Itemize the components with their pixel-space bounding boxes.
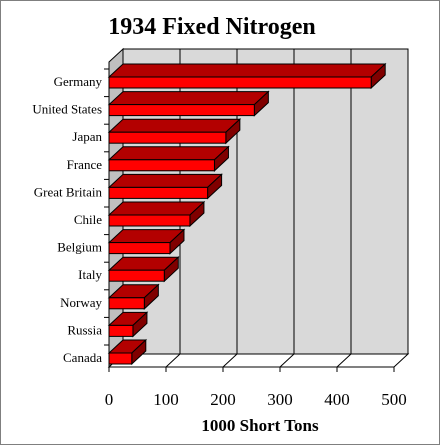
bar-front-face [108, 352, 133, 365]
category-label: Germany [54, 74, 103, 89]
category-labels: Germany United States Japan France Great Bri… [32, 74, 102, 365]
category-label: Russia [67, 322, 102, 337]
x-tick-label: 0 [105, 390, 114, 409]
bar [107, 90, 270, 117]
bar [107, 338, 148, 366]
category-label: France [67, 157, 103, 172]
bar [107, 145, 230, 172]
bar-front-face [108, 269, 165, 282]
category-label: United States [32, 102, 102, 117]
bar-front-face [108, 104, 255, 117]
category-label: Great Britain [34, 184, 103, 199]
bar-front-face [108, 297, 145, 310]
bar [107, 173, 223, 200]
x-tick-label: 200 [210, 390, 236, 409]
category-label: Japan [72, 129, 102, 144]
x-tick-label: 400 [324, 390, 350, 409]
bar [107, 256, 180, 283]
bar-front-face [108, 76, 372, 89]
chart-title: 1934 Fixed Nitrogen [108, 14, 316, 40]
floor [107, 353, 410, 368]
bar-top-face [107, 146, 230, 161]
category-label: Canada [63, 350, 102, 365]
category-label: Norway [60, 295, 102, 310]
x-tick-label: 300 [267, 390, 293, 409]
category-label: Italy [78, 267, 102, 282]
floor-gridline [222, 353, 238, 368]
bar [107, 200, 206, 228]
x-axis-label: 1000 Short Tons [201, 416, 319, 435]
bar-top-face [107, 173, 223, 188]
bar [107, 228, 186, 255]
bar-front-face [108, 324, 134, 337]
bars [107, 62, 387, 366]
x-tick-label: 500 [381, 390, 407, 409]
x-tick-label: 100 [153, 390, 179, 409]
floor-gridline [165, 353, 181, 368]
bar [107, 283, 160, 310]
category-label: Chile [74, 212, 102, 227]
floor-gridline [336, 353, 352, 368]
bar-top-face [107, 63, 387, 78]
bar [107, 311, 149, 338]
bar-top-face [107, 91, 270, 106]
bar-top-face [107, 118, 242, 133]
x-tick-labels: 0 100 200 300 400 500 [105, 390, 407, 409]
bar-top-face [107, 201, 206, 216]
bar-front-face [108, 131, 227, 144]
bar [107, 118, 242, 145]
floor-gridline [279, 353, 295, 368]
bar-front-face [108, 186, 209, 199]
bar-front-face [108, 242, 171, 255]
category-label: Belgium [57, 240, 102, 255]
bar [107, 62, 387, 90]
bar-front-face [108, 159, 215, 172]
bar-front-face [108, 214, 191, 227]
